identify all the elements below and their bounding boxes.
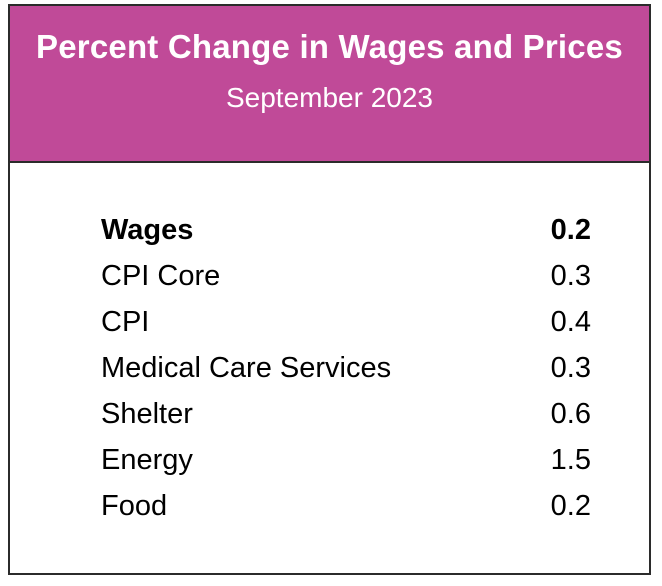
row-label: CPI Core — [101, 260, 221, 292]
table-row: CPI 0.4 — [101, 306, 591, 352]
table-row: Energy 1.5 — [101, 444, 591, 490]
table-row: Shelter 0.6 — [101, 398, 591, 444]
table-row: Food 0.2 — [101, 490, 591, 536]
row-label: Shelter — [101, 398, 193, 430]
row-value: 0.2 — [550, 490, 591, 522]
row-value: 0.4 — [550, 306, 591, 338]
row-value: 0.6 — [550, 398, 591, 430]
wages-prices-card: Percent Change in Wages and Prices Septe… — [8, 4, 651, 575]
row-label: Food — [101, 490, 168, 522]
table-row: Medical Care Services 0.3 — [101, 352, 591, 398]
row-label: CPI — [101, 306, 150, 338]
chart-title: Percent Change in Wages and Prices — [36, 28, 623, 65]
row-label: Medical Care Services — [101, 352, 392, 384]
row-value: 0.2 — [550, 214, 591, 246]
table-row: Wages 0.2 — [101, 214, 591, 260]
row-label: Wages — [101, 214, 194, 246]
row-value: 0.3 — [550, 260, 591, 292]
row-value: 0.3 — [550, 352, 591, 384]
data-table: Wages 0.2 CPI Core 0.3 CPI 0.4 Medical Care Se… — [101, 214, 591, 536]
table-row: CPI Core 0.3 — [101, 260, 591, 306]
card-header: Percent Change in Wages and Prices Septe… — [10, 6, 649, 163]
chart-subtitle: September 2023 — [225, 82, 434, 113]
row-label: Energy — [101, 444, 193, 476]
row-value: 1.5 — [550, 444, 591, 476]
